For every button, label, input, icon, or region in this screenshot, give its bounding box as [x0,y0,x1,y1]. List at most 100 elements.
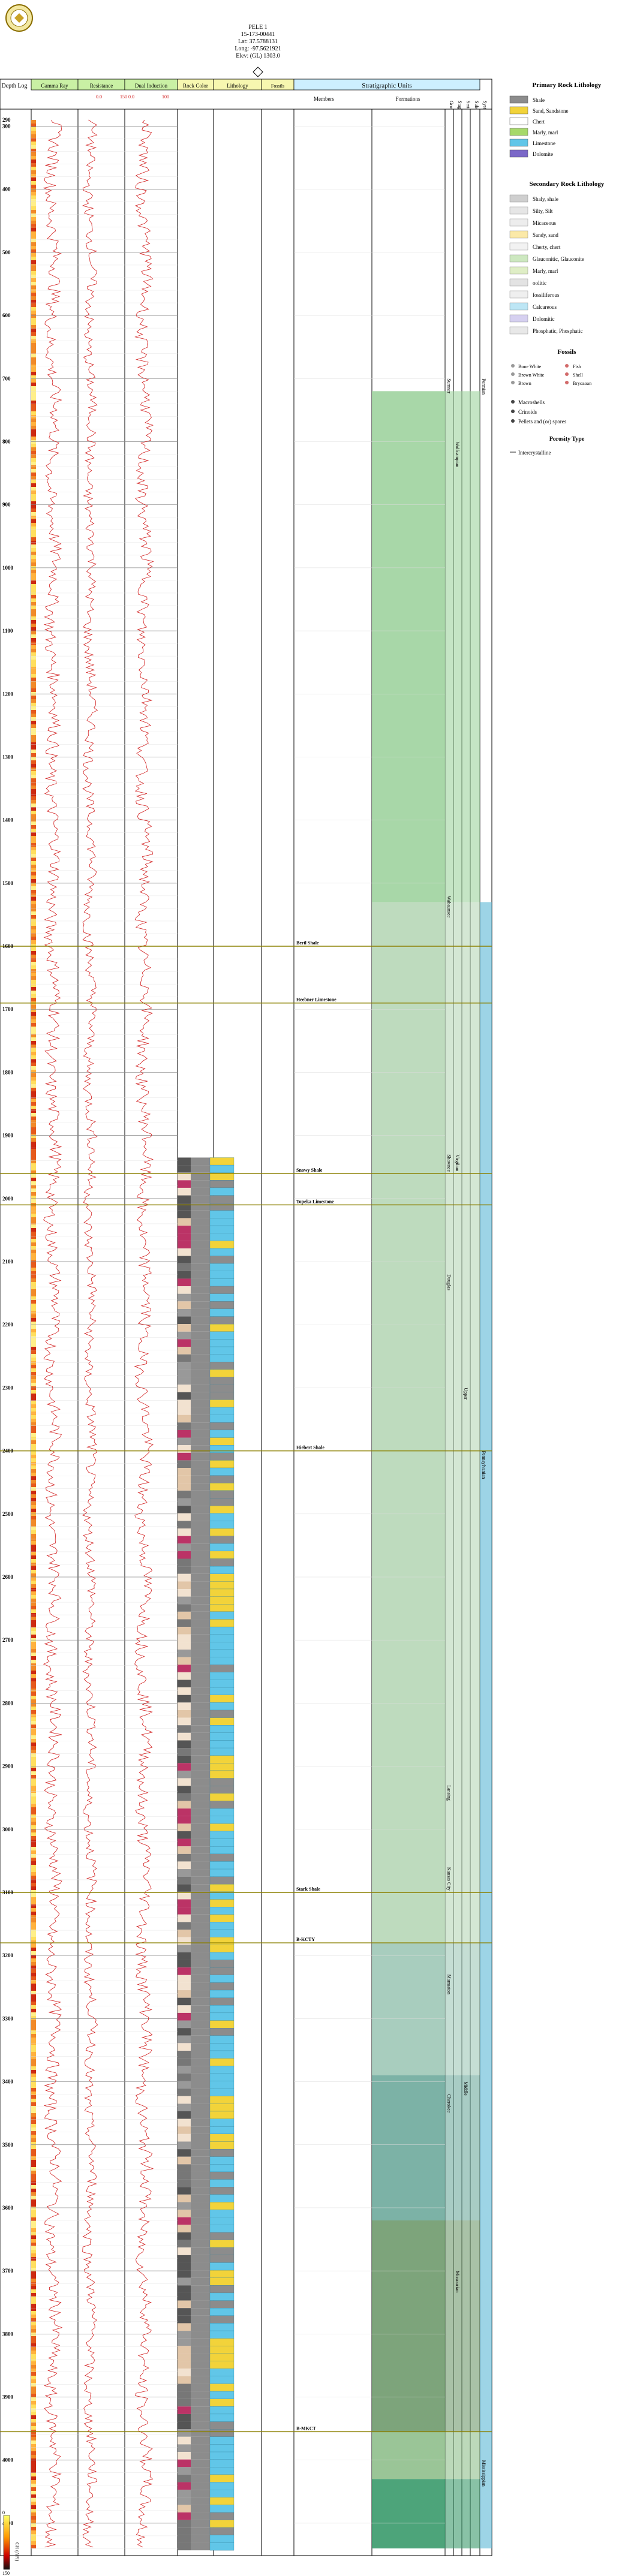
gamma-color-cell [31,2541,36,2545]
gamma-color-cell [31,264,36,267]
lithology-cell [191,1748,210,1756]
lithology-cell [191,1717,210,1726]
legend-label: Sandy, sand [533,232,558,238]
gamma-color-cell [31,706,36,710]
gamma-color-cell [31,2250,36,2253]
rock-color-cell [178,1990,191,1998]
rock-column-cell [209,1377,235,1385]
resistance-scale-left: 0.0 [96,94,102,100]
gamma-color-cell [31,1091,36,1095]
lithology-cell [191,1702,210,1710]
lithology-cell [191,1362,210,1370]
lithology-cell [191,1930,210,1937]
members-header: Members [314,96,334,102]
gamma-color-cell [31,2271,36,2275]
gamma-color-cell [31,1106,36,1109]
gamma-color-cell [31,188,36,192]
gamma-color-cell [31,1052,36,1055]
rock-column-cell [209,2436,235,2445]
rock-color-cell [178,1460,191,1468]
depth-label: 3900 [2,2394,14,2400]
lithology-cell [191,1687,210,1695]
gamma-color-cell [31,811,36,814]
gamma-color-cell [31,1602,36,1606]
depth-label: 1800 [2,1069,14,1075]
rock-color-cell [178,2444,191,2452]
depth-label: 1500 [2,880,14,886]
gamma-color-cell [31,1534,36,1537]
rock-color-cell [178,1816,191,1824]
rock-color-cell [178,2414,191,2422]
gamma-color-cell [31,1743,36,1746]
rock-column-cell [209,1248,235,1256]
depth-label: 2800 [2,1700,14,1706]
rock-column-cell [209,2315,235,2324]
gamma-color-cell [31,2002,36,2005]
lithology-cell [191,2005,210,2013]
gamma-color-cell [31,649,36,652]
gamma-color-cell [31,2304,36,2307]
gamma-color-cell [31,2448,36,2451]
gamma-color-cell [31,253,36,257]
lithology-cell [191,1551,210,1559]
gamma-color-cell [31,1178,36,1181]
gamma-color-cell [31,2095,36,2099]
lithology-cell [191,1437,210,1446]
strat-fill-band [372,2479,445,2548]
gamma-color-cell [31,1358,36,1361]
gamma-color-cell [31,1509,36,1512]
rock-column-cell [209,1755,235,1764]
gamma-color-cell [31,1872,36,1876]
lithology-cell [191,2133,210,2142]
resistance-curve [82,119,98,2548]
gamma-color-cell [31,904,36,908]
rock-column-cell [209,2050,235,2059]
legend-swatch [509,206,528,215]
formation-marker-label: B-KCTY [296,1937,315,1942]
rock-color-cell [178,2255,191,2263]
lithology-cell [191,2505,210,2513]
gamma-color-cell [31,1282,36,1286]
rock-color-cell [178,2277,191,2286]
rock-column-cell [209,1437,235,1446]
rock-color-cell [178,1452,191,1461]
rock-color-cell [178,1248,191,1256]
lithology-cell [191,1801,210,1809]
rock-color-cell [178,1846,191,1854]
gamma-color-cell [31,1861,36,1865]
gamma-color-cell [31,508,36,512]
rock-column-cell [209,1702,235,1711]
gamma-color-cell [31,2505,36,2509]
gamma-color-cell [31,631,36,634]
gamma-color-cell [31,1904,36,1908]
gamma-color-cell [31,2545,36,2548]
gamma-color-cell [31,1746,36,1750]
gamma-ray-colorbar [31,120,36,2548]
lithology-cell [191,2028,210,2036]
gamma-color-cell [31,1012,36,1016]
gamma-color-cell [31,2433,36,2437]
rock-color-cell [178,2043,191,2051]
gr-scale-title: GR (API) [14,2542,20,2562]
rock-color-cell [178,1649,191,1657]
lithology-cell [191,1823,210,1831]
gamma-color-cell [31,1822,36,1825]
rock-color-cell [178,2240,191,2248]
gamma-color-cell [31,473,36,476]
gamma-color-cell [31,213,36,217]
gamma-color-cell [31,724,36,728]
gamma-color-cell [31,2023,36,2027]
gamma-color-cell [31,1426,36,1430]
lithology-cell [191,1233,210,1241]
gamma-color-cell [31,2530,36,2534]
gamma-color-cell [31,714,36,717]
gamma-color-cell [31,1390,36,1394]
header-diamond [253,67,263,77]
gamma-color-cell [31,944,36,947]
gamma-color-cell [31,2092,36,2095]
rock-column-cell [209,1430,235,1438]
rock-color-cell [178,1347,191,1355]
depth-label: 2600 [2,1574,14,1580]
fossil-icon [565,381,569,384]
lithology-cell [191,1278,210,1287]
